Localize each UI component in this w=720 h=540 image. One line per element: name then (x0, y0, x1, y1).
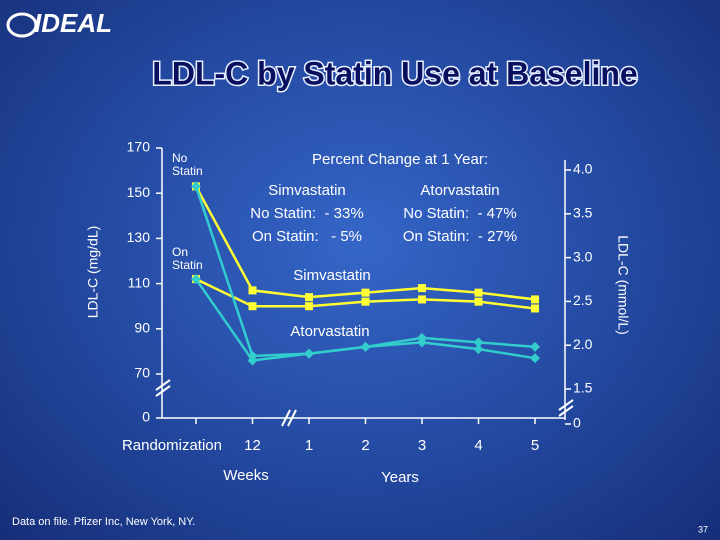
marker (191, 181, 201, 192)
logo: IDEAL (34, 8, 112, 38)
marker (248, 286, 257, 295)
logo-mark (6, 12, 38, 38)
annotation: No Statin (172, 151, 203, 178)
y2-tick-label: 1.5 (573, 380, 593, 396)
marker (474, 288, 483, 297)
marker (360, 341, 371, 352)
y2-tick-label: 0 (573, 415, 581, 431)
x-tick-label: 4 (474, 437, 482, 454)
y2-tick-label: 2.0 (573, 336, 593, 352)
x-tick-label: 2 (361, 437, 369, 454)
marker (531, 295, 539, 304)
annotation: Simvastatin (293, 267, 371, 284)
x-group-label: Weeks (223, 467, 269, 484)
annotation: Atorvastatin (290, 323, 370, 340)
marker (304, 348, 314, 359)
axis-breaks (155, 379, 574, 427)
page-number: 37 (698, 524, 708, 534)
annotation: Simvastatin (268, 182, 346, 199)
x-tick-label: 5 (531, 437, 539, 454)
marker (530, 353, 540, 364)
x-tick-label: 3 (418, 437, 426, 454)
y-tick-label: 0 (142, 409, 150, 425)
annotation: No Statin: - 47% (403, 205, 517, 222)
marker (418, 295, 426, 304)
y2-tick-label: 3.5 (573, 205, 593, 221)
x-group-label: Years (381, 469, 419, 486)
annotation: On Statin: - 27% (402, 228, 518, 245)
marker (473, 344, 484, 355)
y2-tick-label: 2.5 (573, 292, 593, 308)
marker (248, 302, 257, 311)
y2-tick-label: 4.0 (573, 161, 593, 177)
marker (417, 337, 427, 348)
marker (361, 288, 370, 297)
marker (361, 297, 370, 306)
y-tick-label: 170 (127, 139, 151, 155)
marker (531, 304, 539, 313)
marker (473, 337, 484, 348)
annotation: Percent Change at 1 Year: (312, 151, 488, 168)
annotation: No Statin: - 33% (250, 205, 364, 222)
marker (530, 341, 540, 352)
marker (247, 355, 258, 366)
x-tick-label: 12 (244, 437, 261, 454)
footnote: Data on file. Pfizer Inc, New York, NY. (12, 516, 195, 528)
marker (474, 297, 483, 306)
annotation: On Statin: - 5% (251, 228, 363, 245)
y2-tick-label: 3.0 (573, 248, 593, 264)
marker (418, 284, 426, 293)
annotation: On Statin (172, 245, 203, 272)
marker (191, 274, 201, 285)
y-tick-label: 130 (127, 229, 151, 245)
y-axis-label: LDL-C (mg/dL) (85, 226, 101, 319)
annotation: Atorvastatin (420, 182, 500, 199)
x-tick-label: Randomization (122, 437, 222, 454)
y2-axis-label: LDL-C (mmol/L) (615, 235, 631, 335)
y-tick-label: 150 (127, 184, 151, 200)
y-tick-label: 90 (134, 320, 150, 336)
x-tick-label: 1 (305, 437, 313, 454)
y-tick-label: 70 (134, 365, 150, 381)
marker (305, 293, 313, 302)
y-tick-label: 110 (128, 274, 151, 290)
chart-title: LDL-C by Statin Use at Baseline (152, 55, 637, 91)
marker (305, 302, 313, 311)
